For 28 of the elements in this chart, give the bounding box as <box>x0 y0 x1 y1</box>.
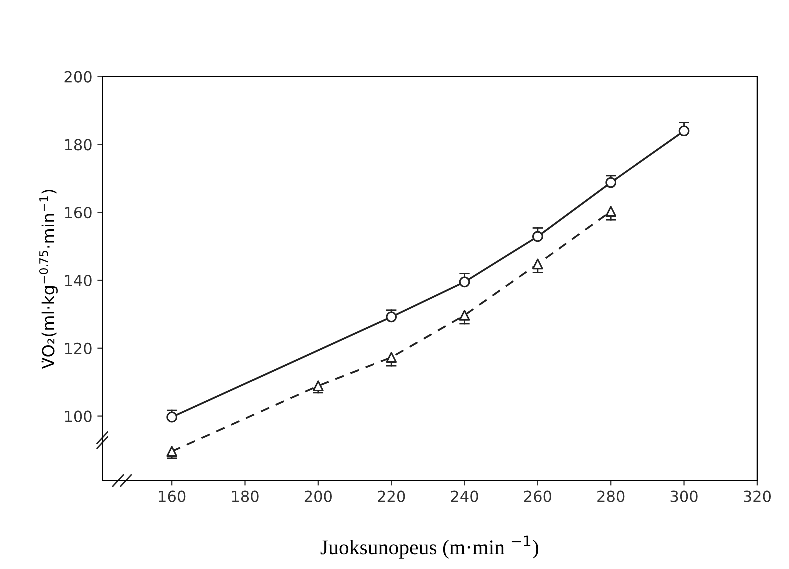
point <box>166 446 178 458</box>
x-tick-label: 300 <box>670 490 698 502</box>
point <box>678 126 690 137</box>
y-tick-label: 180 <box>65 139 92 151</box>
x-tick-label: 160 <box>159 490 186 502</box>
x-tick-label: 180 <box>232 490 259 502</box>
y-tick-label: 120 <box>65 342 92 354</box>
x-tick-label: 200 <box>304 490 332 502</box>
point <box>459 276 470 288</box>
point <box>459 310 470 321</box>
y-tick-label: 140 <box>65 274 92 287</box>
point <box>606 206 617 218</box>
point <box>532 231 544 242</box>
x-axis-title: Juoksunopeus (m·min $^{−1}$) <box>320 536 539 559</box>
x-tick-label: 220 <box>378 490 406 502</box>
y-tick-label: 200 <box>64 71 92 83</box>
x-tick-label: 260 <box>524 490 552 502</box>
point <box>532 258 544 270</box>
point <box>606 177 617 188</box>
x-tick-label: 280 <box>598 490 625 502</box>
y-axis-title: V̇O₂(ml·kg$^{−0.75}$·min$^{−1}$) <box>39 190 58 370</box>
x-tick-label: 240 <box>451 490 478 502</box>
y-tick-label: 160 <box>65 207 92 219</box>
point <box>386 352 398 363</box>
y-tick-label: 100 <box>65 410 92 422</box>
x-tick-label: 320 <box>744 490 772 502</box>
point <box>386 312 398 323</box>
point <box>312 380 324 392</box>
